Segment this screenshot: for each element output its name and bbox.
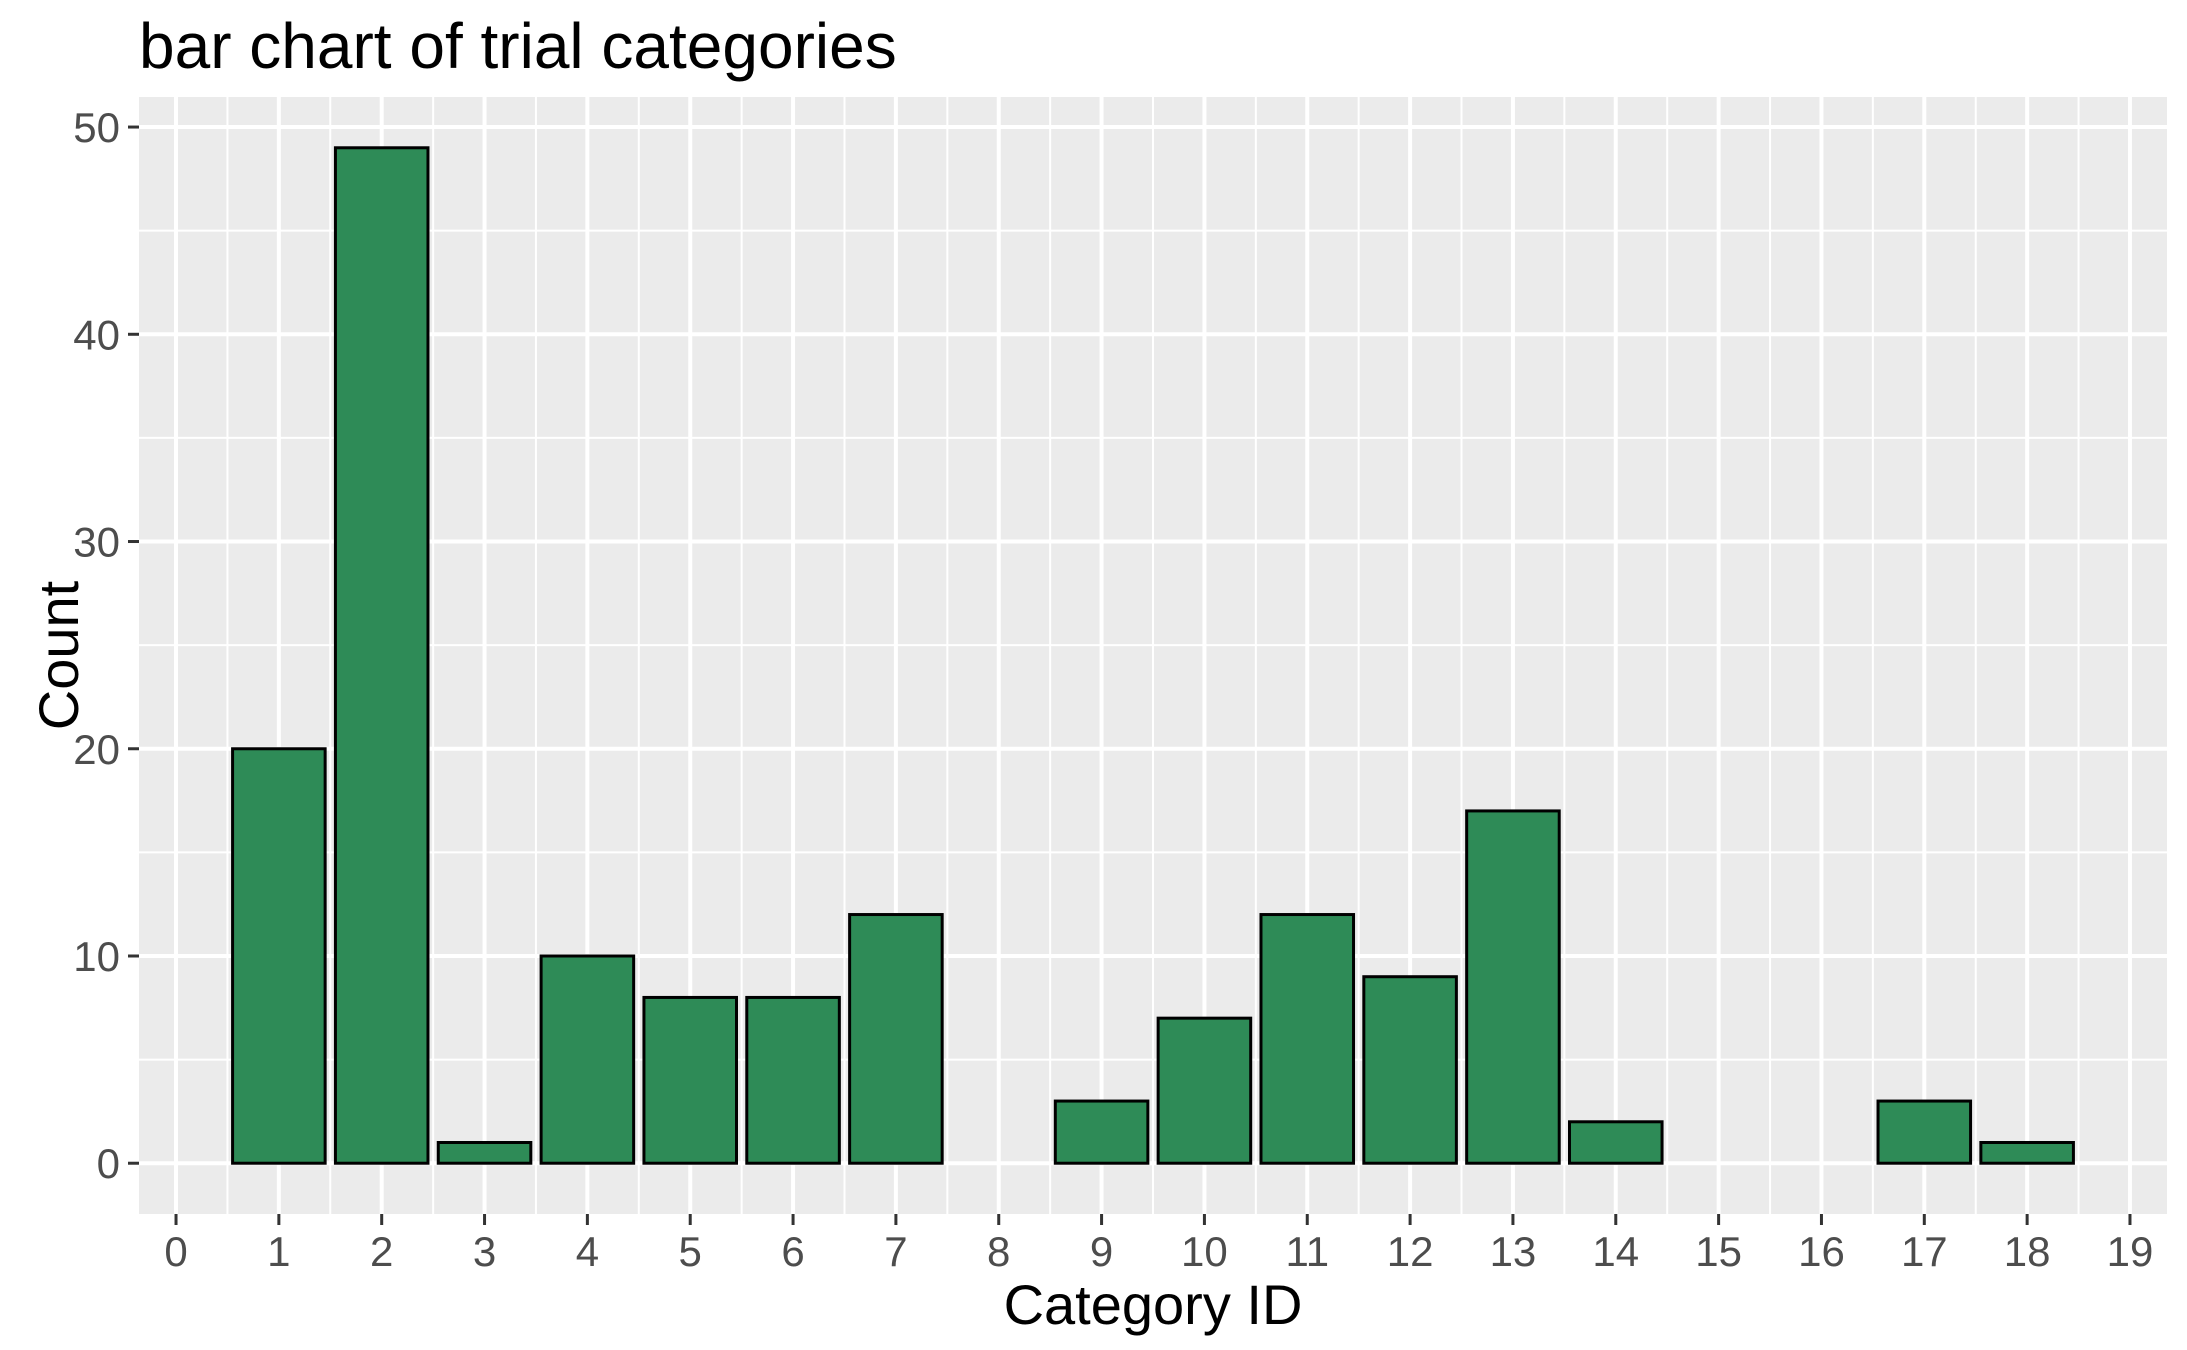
- x-tick-label: 9: [1090, 1228, 1113, 1275]
- x-tick-label: 1: [267, 1228, 290, 1275]
- x-tick-label: 0: [164, 1228, 187, 1275]
- bar-category-7: [848, 913, 944, 1165]
- x-tick-label: 11: [1285, 1228, 1329, 1275]
- x-tick-label: 13: [1490, 1228, 1537, 1275]
- y-tick-label: 10: [73, 933, 120, 980]
- bar-category-9: [1053, 1099, 1150, 1165]
- x-tick-label: 6: [781, 1228, 804, 1275]
- chart-title: bar chart of trial categories: [139, 10, 897, 82]
- gridlines-minor: [139, 97, 2167, 1214]
- bar-category-3: [436, 1141, 533, 1165]
- bar-category-2: [333, 146, 430, 1165]
- bar-category-18: [1979, 1141, 2075, 1165]
- x-tick-label: 8: [987, 1228, 1010, 1275]
- y-tick-label: 50: [73, 104, 120, 151]
- x-tick-label: 15: [1695, 1228, 1742, 1275]
- bar-category-14: [1568, 1120, 1664, 1165]
- x-tick-label: 3: [473, 1228, 496, 1275]
- x-axis-title: Category ID: [1004, 1273, 1303, 1336]
- y-tick-label: 30: [73, 519, 120, 566]
- axis-tick-labels: 0 1 2 3 4 5 6 7 8 9 10 11 12 13 14 15 16 17 18 190102030405…: [73, 104, 2153, 1275]
- bar-category-1: [231, 747, 327, 1165]
- x-tick-label: 18: [2004, 1228, 2051, 1275]
- axis-tick-marks: [128, 125, 2132, 1225]
- y-tick-label: 0: [97, 1140, 120, 1187]
- y-tick-label: 40: [73, 311, 120, 358]
- bar-category-12: [1362, 975, 1458, 1165]
- x-tick-label: 14: [1592, 1228, 1639, 1275]
- y-tick-label: 20: [73, 726, 120, 773]
- x-tick-label: 2: [370, 1228, 393, 1275]
- x-tick-label: 10: [1181, 1228, 1228, 1275]
- bar-category-4: [539, 954, 636, 1165]
- bar-category-17: [1876, 1099, 1973, 1165]
- x-tick-label: 17: [1901, 1228, 1948, 1275]
- bar-category-11: [1259, 913, 1356, 1165]
- bar-category-10: [1156, 1016, 1253, 1165]
- x-tick-label: 5: [679, 1228, 702, 1275]
- y-axis-title: Count: [27, 580, 90, 730]
- x-tick-label: 16: [1798, 1228, 1845, 1275]
- x-tick-label: 7: [884, 1228, 907, 1275]
- bar-category-6: [745, 995, 841, 1165]
- bar-category-5: [642, 995, 738, 1165]
- bar-category-13: [1465, 809, 1561, 1165]
- x-tick-label: 12: [1387, 1228, 1434, 1275]
- bars-group: [231, 146, 2075, 1165]
- x-tick-label: 4: [576, 1228, 599, 1275]
- x-tick-label: 19: [2107, 1228, 2154, 1275]
